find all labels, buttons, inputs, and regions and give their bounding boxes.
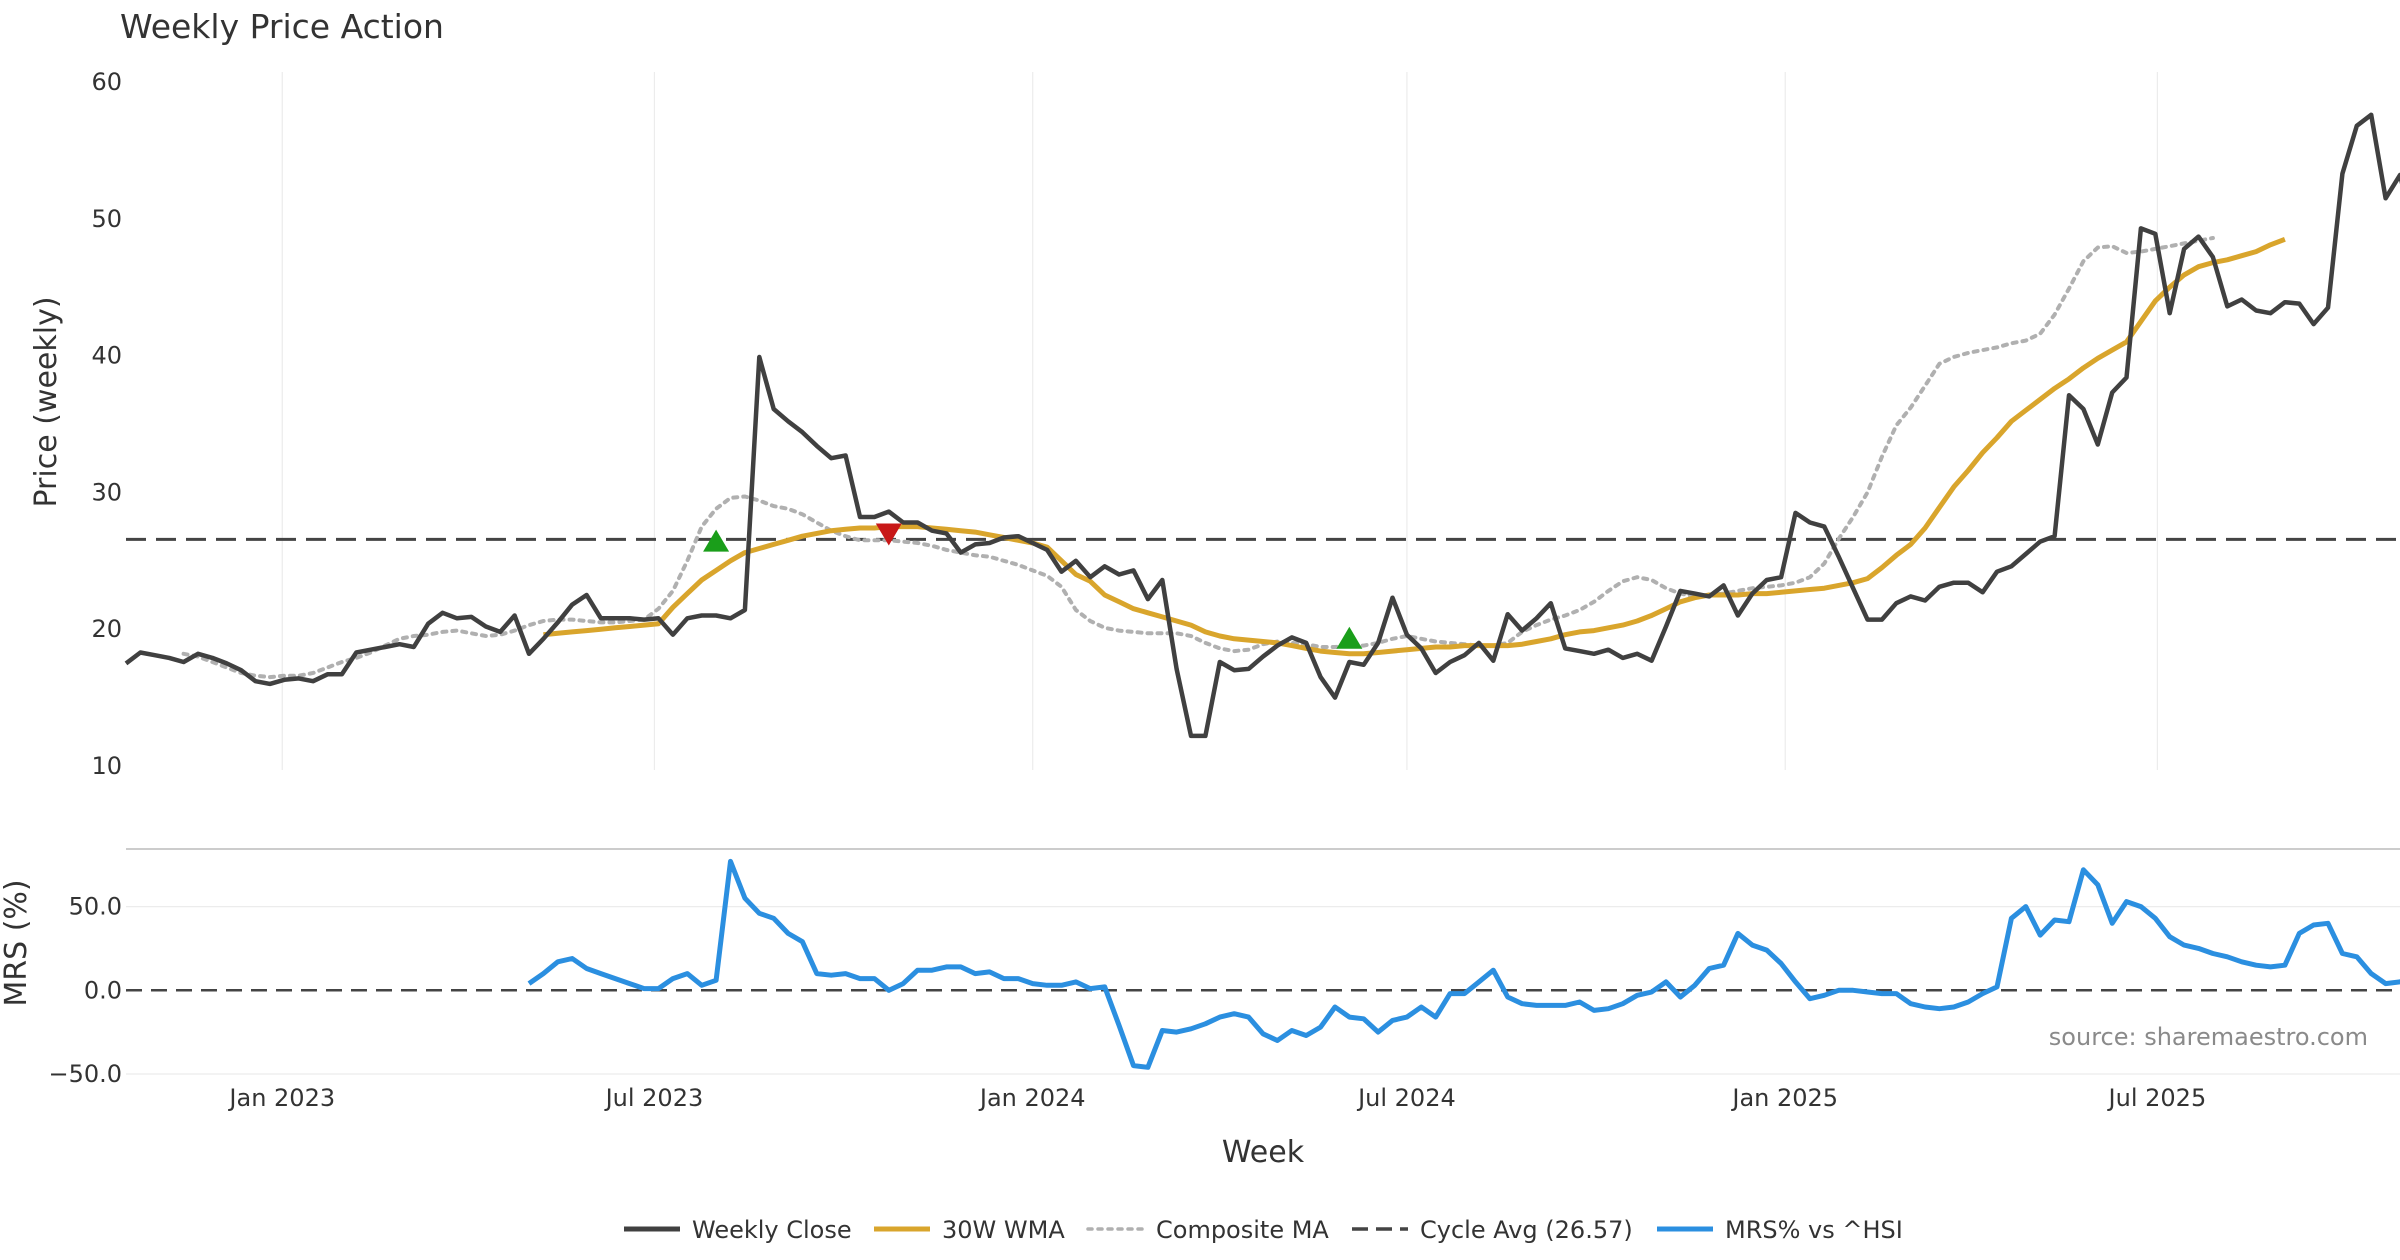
buy-signal-marker: [703, 529, 730, 552]
price-y-axis-label: Price (weekly): [29, 296, 64, 507]
legend-label: 30W WMA: [942, 1216, 1065, 1244]
price-y-tick-label: 40: [91, 342, 122, 370]
legend-label: Composite MA: [1156, 1216, 1329, 1244]
legend-label: Weekly Close: [692, 1216, 852, 1244]
legend-label: MRS% vs ^HSI: [1725, 1216, 1903, 1244]
buy-signal-marker: [1336, 626, 1363, 649]
price-y-tick-label: 20: [91, 615, 122, 643]
x-tick-label: Jan 2025: [1730, 1084, 1838, 1112]
x-tick-label: Jan 2023: [227, 1084, 335, 1112]
price-panel-grid: [281, 72, 2158, 770]
legend: Weekly Close 30W WMA Composite MA Cycle Avg…: [624, 1216, 1903, 1244]
x-tick-label: Jul 2023: [604, 1084, 704, 1112]
chart-title: Weekly Price Action: [120, 7, 444, 46]
mrs-panel-grid: [126, 848, 2400, 1075]
price-y-tick-label: 10: [91, 752, 122, 780]
sell-signal-marker: [875, 523, 902, 546]
x-tick-label: Jul 2025: [2107, 1084, 2207, 1112]
legend-label: Cycle Avg (26.57): [1420, 1216, 1633, 1244]
price-y-tick-label: 30: [91, 478, 122, 506]
price-y-tick-label: 50: [91, 205, 122, 233]
source-annotation: source: sharemaestro.com: [2049, 1023, 2368, 1051]
x-tick-label: Jul 2024: [1356, 1084, 1456, 1112]
mrs-y-tick-label: −50.0: [48, 1060, 122, 1088]
mrs-panel: −50.0 0.0 50.0 Jan 2023 Jul 2023 Jan 2024 Jul …: [48, 858, 2400, 1112]
mrs-line: [527, 858, 2400, 1070]
x-axis-label: Week: [1222, 1135, 1305, 1170]
price-panel: 10 20 30 40 50 60: [91, 68, 2400, 780]
wma-30w-line: [543, 236, 2286, 657]
price-y-tick-label: 60: [91, 68, 122, 96]
mrs-y-tick-label: 50.0: [69, 893, 122, 921]
composite-ma-line: [181, 236, 2215, 680]
mrs-y-axis-label: MRS (%): [0, 879, 34, 1006]
x-tick-label: Jan 2024: [978, 1084, 1086, 1112]
mrs-y-tick-label: 0.0: [84, 976, 122, 1004]
weekly-close-line: [124, 112, 2400, 739]
